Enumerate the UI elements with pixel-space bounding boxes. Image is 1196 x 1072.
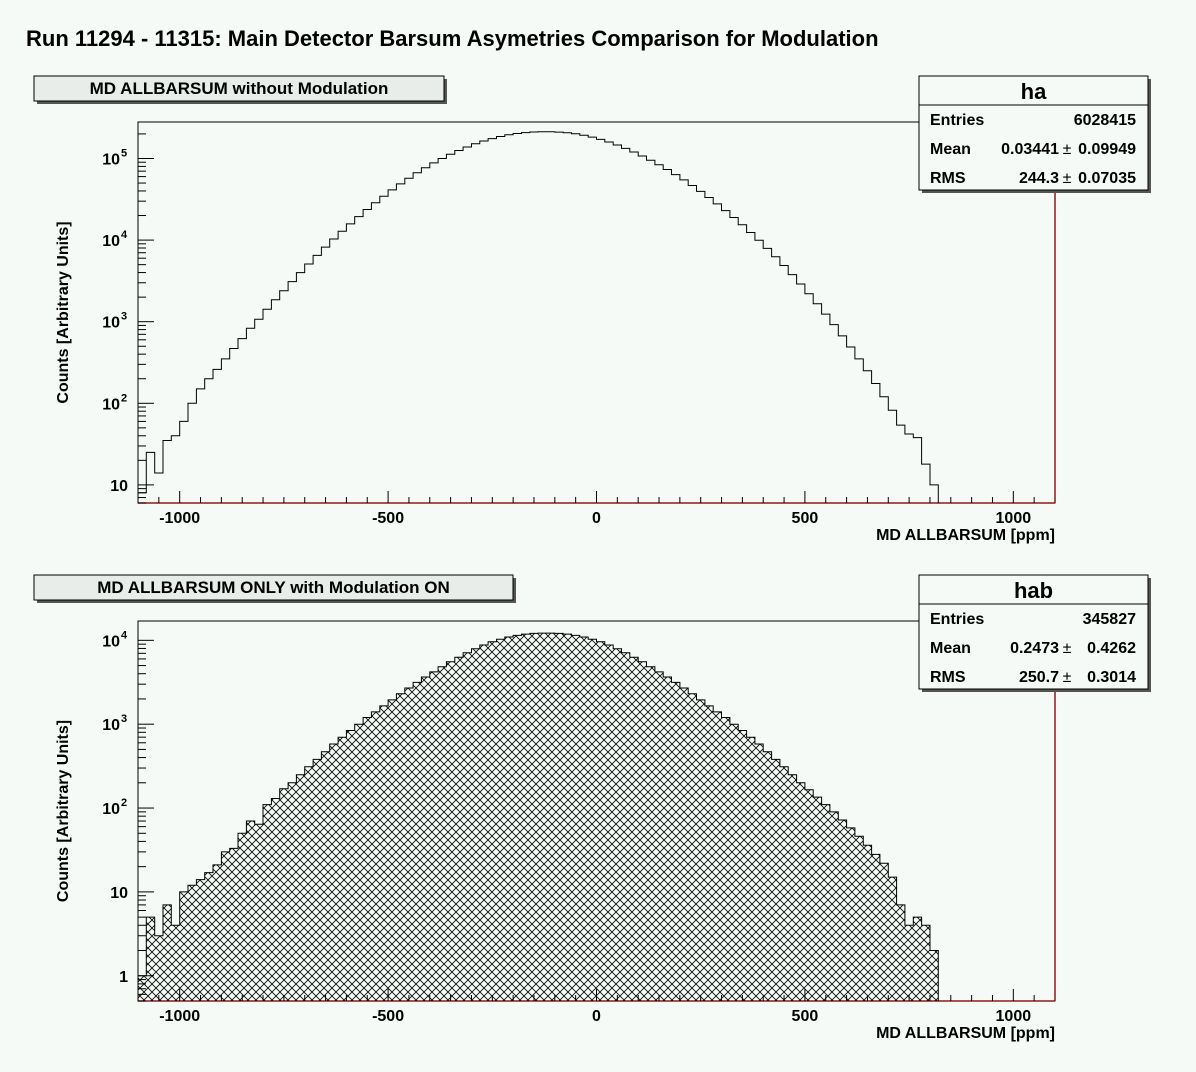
- x-tick-label: 1000: [996, 1008, 1032, 1025]
- x-tick-label: 0: [592, 1008, 601, 1025]
- y-tick-exponent: 4: [121, 229, 128, 241]
- y-tick-exponent: 2: [121, 392, 127, 404]
- y-tick-exponent: 4: [121, 629, 128, 641]
- y-tick-label: 10: [102, 151, 120, 168]
- x-tick-label: 500: [792, 510, 819, 527]
- plus-minus-sign: ±: [1063, 170, 1072, 187]
- x-tick-label: -500: [372, 510, 404, 527]
- plus-minus-sign: ±: [1063, 640, 1072, 657]
- page-title: Run 11294 - 11315: Main Detector Barsum …: [26, 26, 879, 51]
- stats-value: 250.7: [1019, 669, 1059, 686]
- stats-box: [918, 75, 1149, 191]
- histogram-line: [137, 131, 939, 503]
- y-tick-label: 10: [102, 801, 120, 818]
- stats-label: RMS: [930, 669, 966, 686]
- plot-title: MD ALLBARSUM ONLY with Modulation ON: [97, 578, 450, 597]
- stats-error: 0.07035: [1078, 170, 1136, 187]
- title-box: [33, 574, 514, 601]
- x-tick-label: -1000: [159, 1008, 200, 1025]
- stats-error: 0.3014: [1087, 669, 1136, 686]
- stats-value: 244.3: [1019, 170, 1059, 187]
- stats-value: 0.2473: [1010, 640, 1059, 657]
- stats-value: 345827: [1083, 611, 1136, 628]
- y-tick-label: 10: [110, 885, 128, 902]
- stats-value: 0.03441: [1001, 141, 1059, 158]
- title-box: [33, 75, 445, 102]
- stats-error: 0.09949: [1078, 141, 1136, 158]
- x-tick-label: 0: [592, 510, 601, 527]
- plus-minus-sign: ±: [1063, 669, 1072, 686]
- y-tick-label: 10: [110, 478, 128, 495]
- y-tick-label: 10: [102, 396, 120, 413]
- stats-box: [918, 574, 1149, 690]
- plot-title: MD ALLBARSUM without Modulation: [90, 79, 389, 98]
- stats-label: Entries: [930, 112, 984, 129]
- stats-value: 6028415: [1074, 112, 1136, 129]
- x-tick-label: 500: [792, 1008, 819, 1025]
- y-tick-exponent: 2: [121, 797, 127, 809]
- stats-name: ha: [1021, 79, 1047, 104]
- y-tick-label: 10: [102, 717, 120, 734]
- y-axis-label: Counts [Arbitrary Units]: [55, 720, 72, 902]
- stats-label: RMS: [930, 170, 966, 187]
- x-tick-label: -500: [372, 1008, 404, 1025]
- x-tick-label: -1000: [159, 510, 200, 527]
- stats-label: Entries: [930, 611, 984, 628]
- histogram-fill: [138, 633, 939, 1001]
- plus-minus-sign: ±: [1063, 141, 1072, 158]
- y-tick-label: 1: [119, 969, 128, 986]
- y-axis-label: Counts [Arbitrary Units]: [55, 221, 72, 403]
- histogram-line: [137, 632, 939, 1001]
- y-tick-exponent: 3: [121, 311, 127, 323]
- stats-label: Mean: [930, 640, 971, 657]
- stats-error: 0.4262: [1087, 640, 1136, 657]
- stats-name: hab: [1014, 578, 1053, 603]
- y-tick-label: 10: [102, 633, 120, 650]
- x-axis-label: MD ALLBARSUM [ppm]: [876, 527, 1055, 544]
- y-tick-exponent: 3: [121, 713, 127, 725]
- x-axis-label: MD ALLBARSUM [ppm]: [876, 1025, 1055, 1042]
- y-tick-exponent: 5: [121, 147, 127, 159]
- x-tick-label: 1000: [996, 510, 1032, 527]
- plot-frame: [137, 121, 1056, 504]
- stats-label: Mean: [930, 141, 971, 158]
- y-tick-label: 10: [102, 233, 120, 250]
- y-tick-label: 10: [102, 315, 120, 332]
